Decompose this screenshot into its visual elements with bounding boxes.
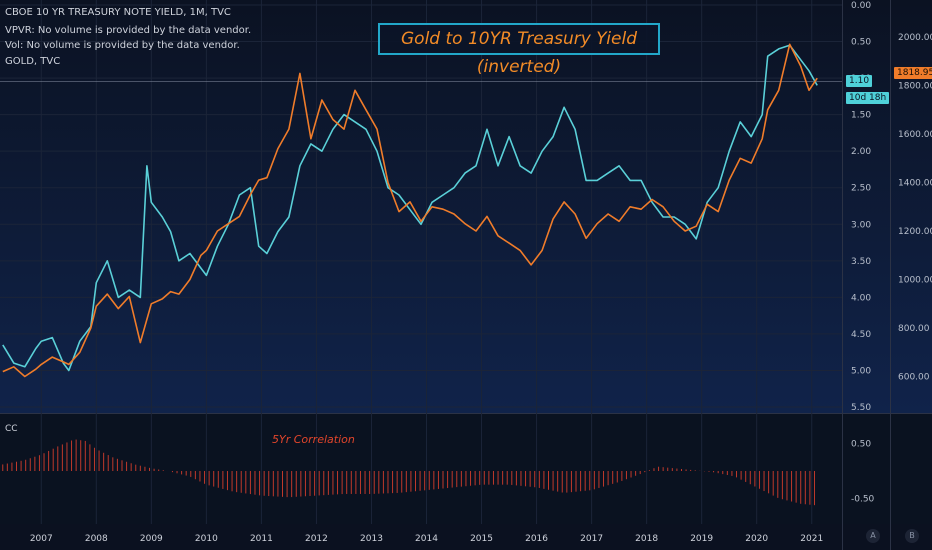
- axis-labels: 2007 2008 2009 2010 2011 2012 2013 2014 2015 2016…: [30, 1, 932, 544]
- gold-tick-label: 2000.00: [898, 33, 932, 43]
- auto-scale-button[interactable]: A: [866, 529, 880, 543]
- x-tick-label: 2020: [745, 534, 768, 544]
- corr-tick-label: 0.50: [851, 440, 871, 450]
- yield-tick-label: 4.50: [851, 330, 871, 340]
- x-tick-label: 2021: [800, 534, 823, 544]
- correlation-annotation[interactable]: 5Yr Correlation: [272, 433, 355, 446]
- series-lines: [2, 43, 818, 378]
- time-axis-background: [0, 524, 932, 550]
- gold-tick-label: 1400.00: [898, 179, 932, 189]
- yield-tick-label: 3.00: [851, 220, 871, 230]
- correlation-bars: [2, 439, 815, 506]
- vol-legend[interactable]: Vol: No volume is provided by the data v…: [5, 40, 240, 51]
- x-tick-label: 2011: [250, 534, 273, 544]
- chart-title-annotation[interactable]: Gold to 10YR Treasury Yield (inverted): [378, 23, 660, 77]
- yield-tick-label: 0.00: [851, 1, 871, 11]
- x-tick-label: 2016: [525, 534, 548, 544]
- x-tick-label: 2009: [140, 534, 163, 544]
- x-tick-label: 2010: [195, 534, 218, 544]
- symbol-legend[interactable]: CBOE 10 YR TREASURY NOTE YIELD, 1M, TVC: [5, 7, 231, 18]
- yield-tick-label: 5.50: [851, 403, 871, 413]
- gold-price-badge: 1818.95: [894, 67, 932, 79]
- gold-series-line: [2, 43, 818, 378]
- gold-tick-label: 800.00: [898, 324, 930, 334]
- yield-countdown-badge: 10d 18h: [846, 92, 890, 104]
- yield-tick-label: 4.00: [851, 293, 871, 303]
- x-tick-label: 2017: [580, 534, 603, 544]
- main-pane-background: [0, 0, 932, 413]
- x-tick-label: 2008: [85, 534, 108, 544]
- yield-tick-label: 2.50: [851, 184, 871, 194]
- yield-tick-label: 3.50: [851, 257, 871, 267]
- gold-tick-label: 1000.00: [898, 276, 932, 286]
- vpvr-legend[interactable]: VPVR: No volume is provided by the data …: [5, 25, 252, 36]
- x-tick-label: 2012: [305, 534, 328, 544]
- yield-tick-label: 5.00: [851, 366, 871, 376]
- yield-tick-label: 1.50: [851, 111, 871, 121]
- x-tick-label: 2019: [690, 534, 713, 544]
- yield-tick-label: 0.50: [851, 38, 871, 48]
- yield-price-badge: 1.10: [846, 75, 873, 87]
- gold-tick-label: 600.00: [898, 373, 930, 383]
- x-tick-label: 2013: [360, 534, 383, 544]
- x-tick-label: 2015: [470, 534, 493, 544]
- corr-tick-label: -0.50: [851, 494, 875, 504]
- x-tick-label: 2018: [635, 534, 658, 544]
- gold-tick-label: 1800.00: [898, 82, 932, 92]
- x-tick-label: 2014: [415, 534, 438, 544]
- grid: [0, 0, 842, 524]
- indicator-name[interactable]: CC: [5, 424, 18, 434]
- gold-tick-label: 1600.00: [898, 130, 932, 140]
- scale-b-button[interactable]: B: [905, 529, 919, 543]
- indicator-pane-background: [0, 414, 932, 524]
- gold-tick-label: 1200.00: [898, 227, 932, 237]
- gold-legend[interactable]: GOLD, TVC: [5, 56, 61, 67]
- x-tick-label: 2007: [30, 534, 53, 544]
- yield-tick-label: 2.00: [851, 147, 871, 157]
- yield-series-line: [2, 44, 818, 372]
